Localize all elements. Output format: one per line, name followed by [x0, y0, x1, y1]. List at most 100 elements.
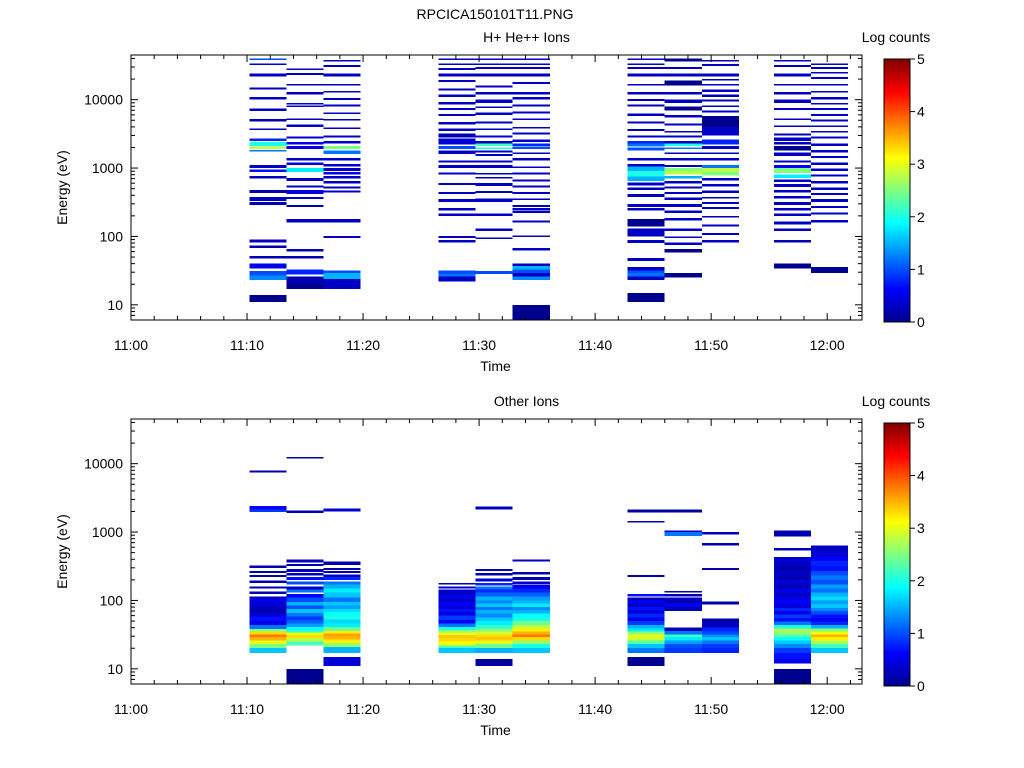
heatmap-cell [627, 637, 665, 641]
heatmap-cell [512, 63, 550, 66]
heatmap-cell [664, 597, 702, 601]
heatmap-cell [512, 172, 550, 175]
colorbar-tick-label: 0 [917, 314, 925, 330]
heatmap-cell [438, 213, 476, 216]
heatmap-cell [475, 112, 513, 115]
heatmap-cell [512, 82, 550, 84]
heatmap-cell [475, 106, 513, 109]
heatmap-cell [810, 113, 848, 116]
heatmap-cell [286, 105, 324, 108]
heatmap-cell [323, 284, 361, 289]
heatmap-cell [664, 242, 702, 245]
heatmap-cell [627, 634, 665, 638]
heatmap-cell [512, 191, 550, 194]
heatmap-cell [512, 166, 550, 169]
heatmap-cell [286, 276, 324, 285]
heatmap-cell [475, 172, 513, 175]
heatmap-cell [773, 607, 811, 611]
heatmap-cell [249, 596, 287, 599]
heatmap-cell [810, 90, 848, 93]
heatmap-cell [664, 532, 702, 536]
heatmap-cell [773, 213, 811, 216]
heatmap-cell [627, 163, 665, 167]
heatmap-cell [627, 607, 665, 611]
heatmap-cell [286, 136, 324, 139]
heatmap-cell [512, 235, 550, 238]
heatmap-cell [249, 613, 287, 617]
heatmap-cell [701, 601, 739, 605]
heatmap-cell [810, 205, 848, 209]
heatmap-cell [701, 139, 739, 145]
heatmap-cell [627, 73, 665, 77]
heatmap-cell [249, 108, 287, 112]
heatmap-cell [286, 605, 324, 609]
heatmap-cell [664, 186, 702, 189]
heatmap-cell [512, 596, 550, 601]
heatmap-cell [664, 236, 702, 238]
heatmap-cell [627, 182, 665, 186]
heatmap-cell [286, 219, 324, 223]
heatmap-cell [773, 634, 811, 638]
heatmap-cell [664, 218, 702, 221]
heatmap-cell [438, 172, 476, 175]
heatmap-cell [701, 190, 739, 194]
heatmap-cell [249, 58, 287, 61]
figure-title: RPCICA150101T11.PNG [417, 6, 574, 22]
heatmap-cell [773, 604, 811, 608]
heatmap-cell [286, 249, 324, 252]
heatmap-cell [810, 600, 848, 605]
heatmap-cell [664, 168, 702, 172]
heatmap-cell [438, 150, 476, 155]
heatmap-cell [438, 274, 476, 277]
heatmap-cell [438, 133, 476, 138]
heatmap-cell [627, 113, 665, 116]
heatmap-cell [286, 577, 324, 580]
heatmap-cell [664, 165, 702, 167]
heatmap-cell [438, 591, 476, 595]
heatmap-cell [773, 118, 811, 121]
heatmap-cell [512, 640, 550, 645]
heatmap-cell [323, 83, 361, 86]
heatmap-cell [627, 292, 665, 302]
heatmap-cell [810, 187, 848, 190]
plot-frame [130, 418, 863, 685]
heatmap-cell [438, 609, 476, 612]
heatmap-cell [475, 191, 513, 194]
heatmap-cell [701, 79, 739, 81]
heatmap-cell [664, 644, 702, 649]
heatmap-cell [664, 67, 702, 69]
heatmap-cell [627, 617, 665, 622]
heatmap-cell [475, 198, 513, 202]
heatmap-cell [249, 146, 287, 149]
heatmap-cell [286, 597, 324, 602]
heatmap-cell [438, 638, 476, 642]
y-tick-label: 1000 [92, 524, 123, 540]
heatmap-cell [249, 175, 287, 179]
heatmap-cell [773, 588, 811, 593]
heatmap-cell [627, 613, 665, 618]
heatmap-cell [627, 624, 665, 629]
heatmap-cell [249, 87, 287, 90]
heatmap-cell [773, 201, 811, 205]
heatmap-cell [664, 180, 702, 184]
heatmap-cell [286, 91, 324, 95]
heatmap-cell [323, 656, 361, 666]
heatmap-cell [810, 545, 848, 552]
heatmap-cell [664, 630, 702, 635]
heatmap-cell [438, 635, 476, 639]
heatmap-cell [475, 568, 513, 571]
colorbar-tick-label: 4 [917, 468, 925, 484]
heatmap-cell [627, 147, 665, 151]
heatmap-cell [475, 135, 513, 138]
heatmap-cell [249, 616, 287, 621]
heatmap-cell [773, 165, 811, 168]
heatmap-cell [323, 588, 361, 593]
heatmap-cell [701, 631, 739, 635]
heatmap-cell [475, 271, 513, 275]
heatmap-cell [286, 189, 324, 194]
heatmap-cell [249, 605, 287, 609]
heatmap-cell [249, 73, 287, 77]
heatmap-cell [249, 294, 287, 302]
heatmap-cell [664, 135, 702, 138]
